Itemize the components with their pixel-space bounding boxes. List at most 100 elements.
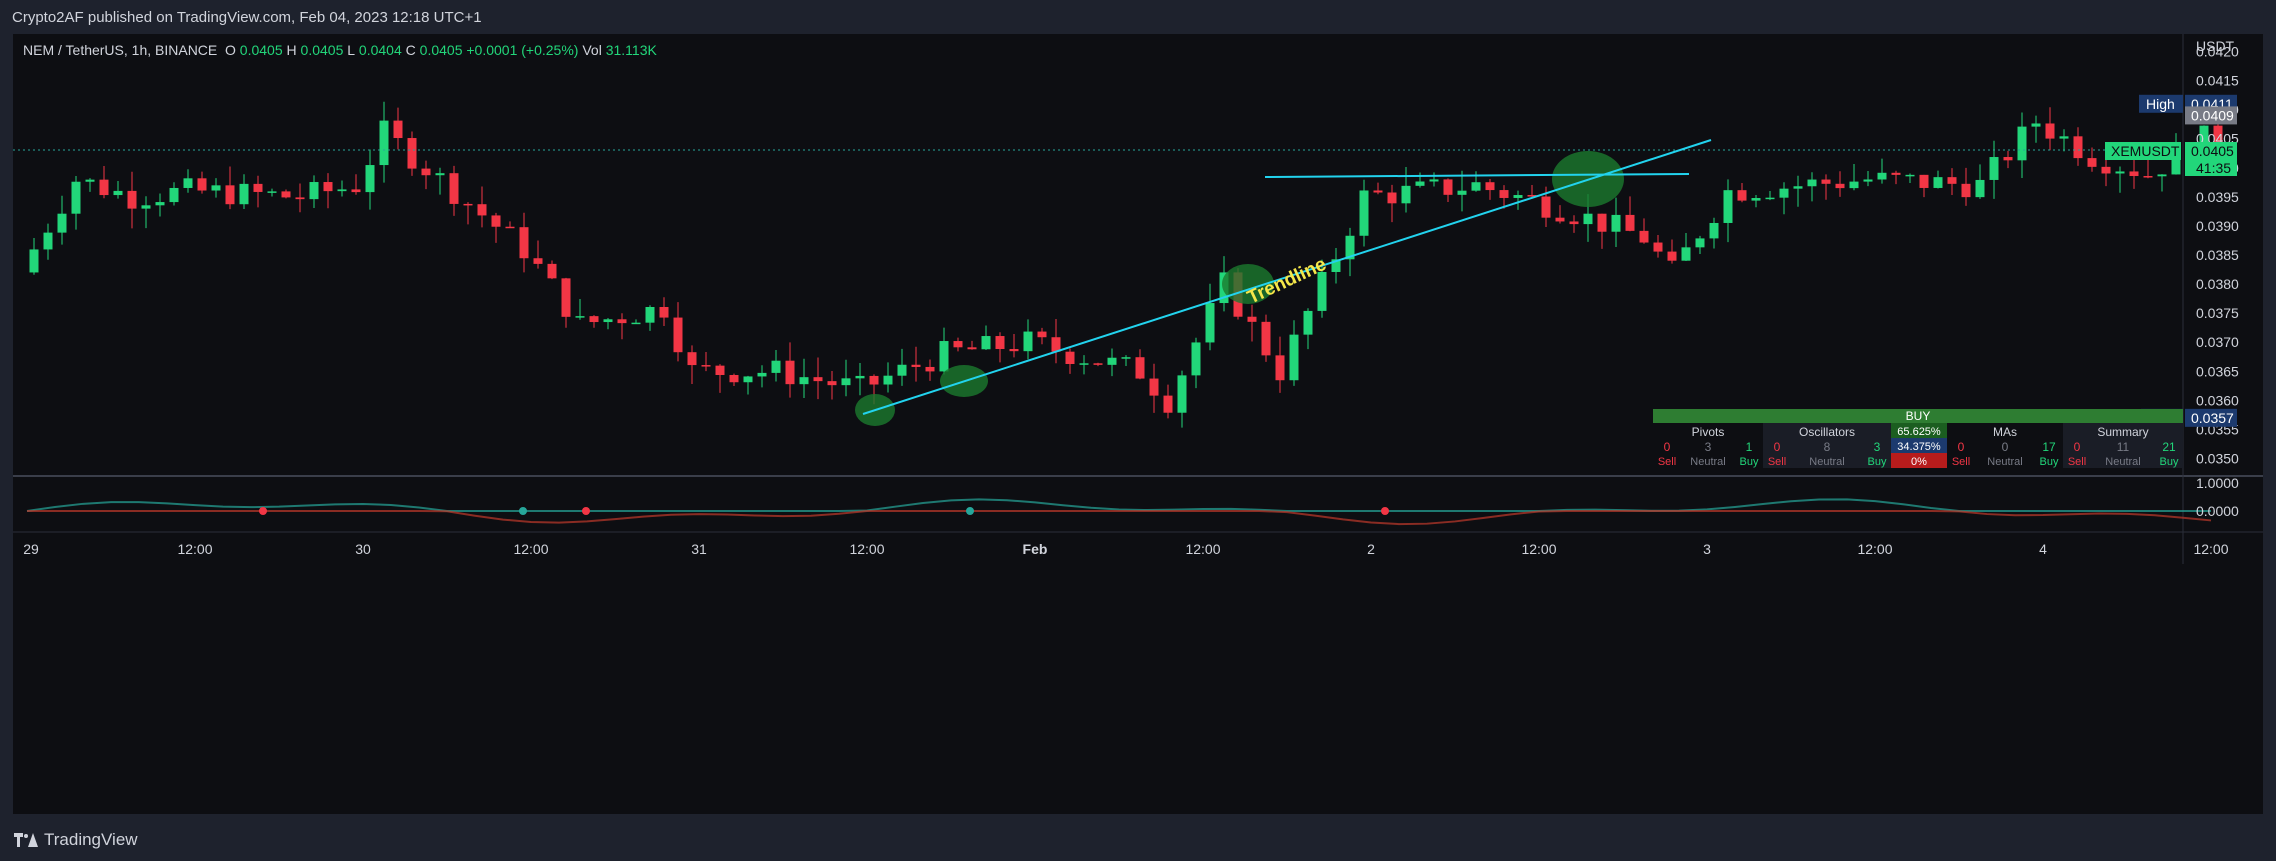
price-tick: 0.0385 — [2196, 247, 2239, 263]
price-tick: 0.0415 — [2196, 73, 2239, 89]
osc-teal-line — [26, 498, 2211, 512]
time-tick: 2 — [1367, 541, 1375, 557]
candle-body — [1513, 195, 1523, 198]
candle-body — [365, 165, 375, 193]
last-price-bg — [2185, 142, 2237, 176]
candle-body — [1373, 190, 1383, 193]
candle-body — [729, 374, 739, 383]
time-tick: 12:00 — [1857, 541, 1892, 557]
trendline — [862, 139, 1712, 415]
resistance-line — [1264, 173, 1690, 178]
time-tick: Feb — [1023, 541, 1048, 557]
time-tick: 4 — [2039, 541, 2047, 557]
low-value-bg — [2185, 408, 2237, 427]
candle-body — [1247, 316, 1257, 322]
candle-body — [505, 226, 515, 229]
candle-body — [491, 215, 501, 227]
candle-body — [253, 183, 263, 192]
candle-body — [1555, 217, 1565, 222]
price-chart[interactable]: Trendline NEM / TetherUS, 1h, BINANCE O … — [13, 34, 2263, 814]
candle-body — [407, 138, 417, 169]
time-axis: 29 12:00 30 12:00 31 12:00 Feb 12:00 2 12:00 3 12:0… — [23, 541, 2229, 557]
candle-body — [281, 191, 291, 198]
candle-body — [799, 377, 809, 385]
candle-body — [701, 365, 711, 367]
candle-body — [1905, 174, 1915, 177]
candle-body — [547, 263, 557, 279]
tradingview-brand[interactable]: TradingView — [14, 830, 138, 850]
candle-body — [1443, 179, 1453, 195]
candle-body — [1667, 251, 1677, 261]
osc-pct-bottom: 0% — [1911, 456, 1927, 468]
publisher-text: Crypto2AF published on TradingView.com, … — [12, 9, 482, 26]
ta-value: 0 — [1664, 440, 1671, 454]
chart-container[interactable]: Trendline NEM / TetherUS, 1h, BINANCE O … — [13, 34, 2263, 814]
candle-body — [673, 317, 683, 353]
price-tick: 0.0365 — [2196, 363, 2239, 379]
ta-row-label: Buy — [1868, 456, 1887, 468]
price-tick: 0.0350 — [2196, 451, 2239, 467]
ta-column-title: Summary — [2097, 425, 2148, 439]
candle-body — [883, 375, 893, 385]
candle-body — [813, 377, 823, 382]
vol-value: 31.113K — [602, 42, 658, 58]
candle-body — [267, 191, 277, 193]
candle-body — [631, 322, 641, 325]
l-value: 0.0404 — [355, 42, 402, 58]
osc-signal-dot — [582, 507, 590, 515]
candle-body — [43, 232, 53, 250]
price-tick: 0.0420 — [2196, 43, 2239, 59]
candle-body — [869, 375, 879, 385]
candle-body — [1527, 195, 1537, 197]
candle-body — [1471, 182, 1481, 191]
candle-body — [1401, 185, 1411, 204]
candle-body — [295, 197, 305, 200]
candle-body — [1093, 363, 1103, 365]
candle-body — [2143, 176, 2153, 178]
candle-body — [603, 319, 613, 323]
candle-body — [2003, 157, 2013, 161]
candle-body — [1485, 182, 1495, 191]
ta-value: 3 — [1874, 440, 1881, 454]
candles-layer — [29, 101, 2223, 428]
ta-header: BUY — [1906, 409, 1931, 423]
candle-body — [1289, 334, 1299, 381]
h-value: 0.0405 — [297, 42, 344, 58]
candle-body — [911, 364, 921, 367]
high-badge-bg — [2139, 94, 2183, 113]
osc-tick: 1.0000 — [2196, 475, 2239, 491]
candle-body — [715, 365, 725, 375]
candle-body — [897, 364, 907, 376]
candle-body — [463, 203, 473, 206]
candle-body — [1205, 303, 1215, 343]
candle-body — [771, 360, 781, 373]
candle-body — [1191, 342, 1201, 376]
candle-body — [1597, 213, 1607, 232]
candle-body — [141, 205, 151, 209]
candle-body — [1737, 190, 1747, 201]
candle-body — [1121, 357, 1131, 359]
candle-body — [1779, 188, 1789, 198]
candle-body — [1149, 378, 1159, 396]
currency-label: USDT — [2196, 38, 2235, 54]
candle-body — [1107, 357, 1117, 365]
candle-body — [1065, 351, 1075, 365]
candle-body — [1611, 214, 1621, 232]
symbol-tag-bg — [2105, 142, 2181, 160]
ta-row-label: Buy — [2040, 456, 2059, 468]
candle-body — [1429, 179, 1439, 182]
candle-body — [127, 190, 137, 209]
candle-body — [1541, 196, 1551, 218]
candle-body — [589, 316, 599, 323]
ta-column-title: Oscillators — [1799, 425, 1855, 439]
candle-body — [1261, 321, 1271, 356]
tradingview-logo-icon — [14, 833, 38, 847]
candle-body — [1583, 213, 1593, 225]
candle-body — [2017, 126, 2027, 161]
candle-body — [57, 213, 67, 233]
candle-body — [1933, 177, 1943, 188]
candle-body — [925, 366, 935, 372]
price-tick: 0.0370 — [2196, 334, 2239, 350]
candle-body — [743, 376, 753, 383]
ta-column-bg — [1763, 423, 1891, 468]
